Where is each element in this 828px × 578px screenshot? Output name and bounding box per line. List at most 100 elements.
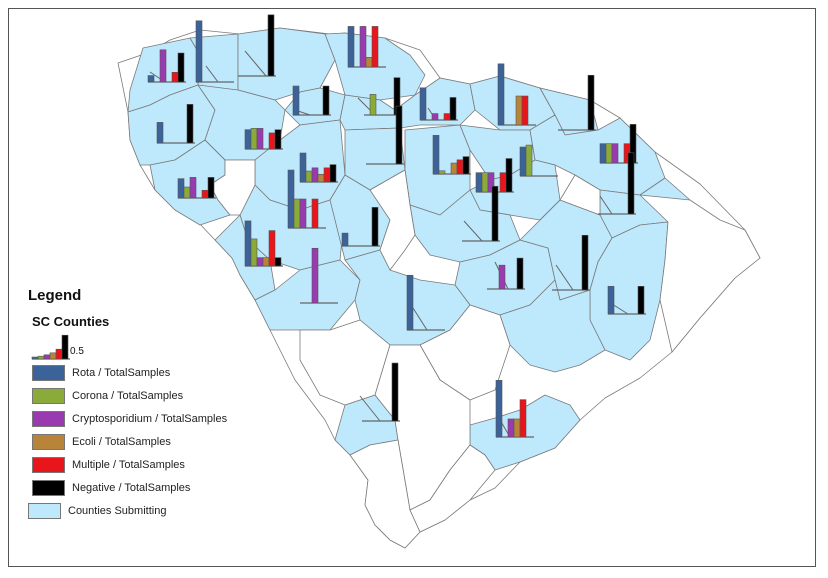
county-chart — [156, 104, 195, 144]
county-chart — [519, 144, 558, 177]
negative-bar — [587, 74, 595, 131]
cryptosporidium-bar — [311, 167, 319, 183]
ecoli-bar — [317, 173, 325, 183]
corona-swatch-icon — [32, 387, 65, 404]
negative-bar — [329, 164, 337, 183]
corona-bar — [250, 128, 258, 150]
county-berkeley — [499, 279, 606, 373]
cryptosporidium-bar — [256, 257, 264, 267]
county-chart — [299, 152, 338, 183]
rota-swatch-icon — [32, 364, 65, 381]
leader-lines — [149, 50, 629, 438]
negative-bar — [581, 234, 589, 291]
cryptosporidium-bar — [299, 198, 307, 229]
legend-items: Rota / TotalSamples Corona / TotalSample… — [28, 361, 268, 522]
cryptosporidium-bar — [189, 177, 197, 199]
ecoli-bar — [450, 162, 458, 175]
county-chart — [292, 85, 331, 116]
multiple-bar — [521, 95, 529, 126]
rota-bar — [292, 85, 300, 116]
rota-bar — [156, 122, 164, 144]
county-marion-white — [639, 194, 761, 353]
county-chart — [287, 169, 326, 229]
legend-item-negative: Negative / TotalSamples — [28, 476, 268, 499]
rota-bar — [244, 220, 252, 267]
county-chart — [419, 87, 458, 121]
county-chart — [607, 286, 646, 315]
ecoli-bar — [515, 95, 523, 126]
rota-bar — [419, 87, 427, 121]
multiple-bar — [499, 172, 507, 193]
county-chart — [366, 105, 404, 165]
county-layer — [117, 27, 761, 549]
ecoli-bar — [365, 57, 373, 68]
legend-item-corona: Corona / TotalSamples — [28, 384, 268, 407]
rota-bar — [497, 63, 505, 126]
legend-title: Legend — [28, 287, 82, 304]
scale-bar-chart-icon — [31, 334, 70, 360]
negative-bar — [491, 185, 499, 242]
counties-submitting-swatch-icon — [28, 502, 61, 519]
negative-bar — [177, 52, 185, 83]
county-chart — [362, 362, 400, 422]
multiple-bar — [443, 113, 451, 121]
corona-bar — [369, 94, 377, 116]
legend-item-ecoli: Ecoli / TotalSamples — [28, 430, 268, 453]
corona-bar — [293, 198, 301, 229]
cryptosporidium-bar — [498, 264, 506, 290]
rota-bar — [287, 169, 295, 229]
county-chart — [495, 380, 534, 438]
negative-bar — [391, 362, 399, 422]
rota-bar — [299, 152, 307, 183]
rota-bar — [519, 146, 527, 177]
corona-bar — [37, 355, 45, 360]
county-chart — [406, 274, 445, 331]
legend-item-cryptosporidium: Cryptosporidium / TotalSamples — [28, 407, 268, 430]
rota-bar — [244, 129, 252, 150]
negative-bar — [449, 97, 457, 121]
cryptosporidium-bar — [507, 418, 515, 438]
legend-label: Counties Submitting — [68, 504, 167, 517]
cryptosporidium-bar — [43, 354, 51, 360]
county-chart — [432, 135, 471, 175]
cryptosporidium-bar — [431, 113, 439, 121]
cryptosporidium-bar — [611, 143, 619, 164]
corona-bar — [525, 144, 533, 177]
multiple-bar — [311, 198, 319, 229]
multiple-bar — [519, 399, 527, 438]
county-chart — [341, 207, 380, 247]
county-lee-white — [539, 174, 601, 221]
rota-bar — [341, 232, 349, 247]
legend-subtitle: SC Counties — [32, 314, 110, 329]
rota-bar — [406, 274, 414, 331]
negative-bar — [462, 156, 470, 175]
negative-bar — [186, 104, 194, 144]
negative-bar — [267, 14, 275, 77]
county-chart — [300, 247, 338, 304]
multiple-bar — [201, 189, 209, 199]
scale-value: 0.5 — [70, 346, 84, 357]
cryptosporidium-bar — [159, 49, 167, 83]
negative-bar — [637, 286, 645, 315]
cryptosporidium-bar — [256, 128, 264, 150]
corona-bar — [605, 143, 613, 164]
county-chart — [147, 49, 186, 83]
rota-bar — [177, 178, 185, 199]
county-beaufort-white — [349, 439, 421, 549]
corona-bar — [250, 238, 258, 267]
county-chart — [598, 152, 636, 215]
rota-bar — [599, 143, 607, 164]
non-submitting-counties — [204, 139, 761, 549]
legend-label: Multiple / TotalSamples — [72, 458, 185, 471]
negative-bar — [505, 158, 513, 193]
county-bar-charts — [147, 14, 646, 438]
multiple-bar — [268, 230, 276, 267]
multiple-bar — [171, 72, 179, 83]
multiple-swatch-icon — [32, 456, 65, 473]
legend-label: Ecoli / TotalSamples — [72, 435, 171, 448]
legend-item-multiple: Multiple / TotalSamples — [28, 453, 268, 476]
multiple-bar — [371, 26, 379, 68]
ecoli-bar — [262, 257, 270, 267]
legend-scale-sample: 0.5 — [28, 333, 268, 361]
